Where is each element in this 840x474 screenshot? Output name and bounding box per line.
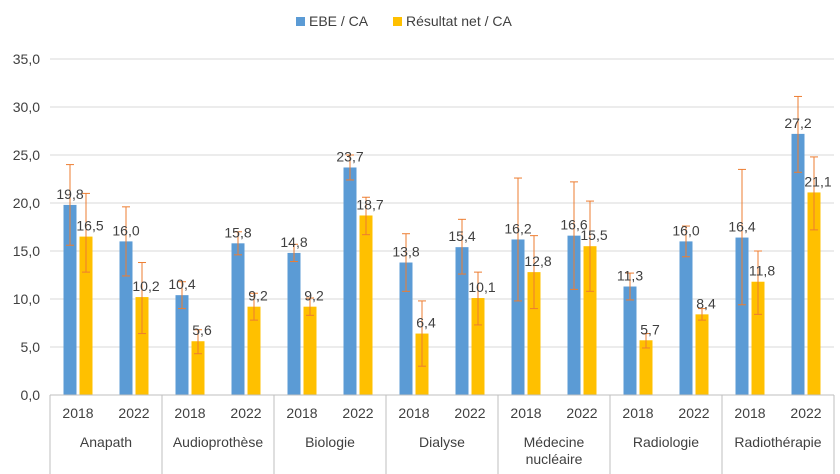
data-label: 9,2	[304, 288, 324, 304]
x-tick-label: 2018	[734, 405, 765, 421]
data-label: 16,2	[504, 220, 531, 236]
bar	[791, 133, 805, 395]
data-label: 11,8	[749, 263, 775, 279]
bar	[455, 247, 469, 395]
legend-label: Résultat net / CA	[406, 13, 512, 29]
category-label: Dialyse	[419, 434, 465, 450]
bar	[639, 340, 653, 395]
y-tick-label: 30,0	[13, 99, 40, 115]
bar	[623, 286, 637, 395]
data-label: 13,8	[392, 244, 419, 260]
data-label: 15,5	[580, 227, 607, 243]
x-tick-label: 2022	[678, 405, 709, 421]
bar	[79, 236, 93, 395]
bar	[751, 281, 765, 395]
data-label: 5,7	[640, 321, 660, 337]
bar	[175, 295, 189, 395]
bar	[135, 297, 149, 395]
data-label: 10,1	[468, 279, 495, 295]
x-tick-label: 2022	[342, 405, 373, 421]
y-axis: 0,0 5,0 10,0 15,0 20,0 25,0 30,0 35,0	[13, 51, 40, 403]
legend-label: EBE / CA	[309, 13, 369, 29]
bar	[807, 192, 821, 395]
legend: EBE / CA Résultat net / CA	[296, 13, 512, 29]
bar	[63, 204, 77, 395]
category-label: Médecine	[524, 434, 585, 450]
bar	[343, 167, 357, 395]
bar	[511, 239, 525, 395]
y-tick-label: 5,0	[21, 339, 41, 355]
data-label: 23,7	[336, 148, 363, 164]
y-tick-label: 10,0	[13, 291, 40, 307]
data-labels: 19,8 16,0 10,4 15,8 14,8 23,7 13,8 15,4 16,2 16,6…	[56, 115, 831, 338]
legend-swatch	[296, 17, 305, 26]
bar	[231, 243, 245, 395]
gridlines	[50, 58, 834, 348]
category-label: Anapath	[80, 434, 132, 450]
data-label: 10,4	[168, 276, 195, 292]
data-label: 16,5	[76, 218, 103, 234]
data-label: 14,8	[280, 234, 307, 250]
x-tick-label: 2018	[174, 405, 205, 421]
bar	[119, 241, 133, 395]
bar	[247, 306, 261, 395]
y-tick-label: 35,0	[13, 51, 40, 67]
x-tick-label: 2018	[622, 405, 653, 421]
bar	[471, 298, 485, 395]
bar	[303, 306, 317, 395]
bar	[527, 272, 541, 395]
data-label: 16,4	[728, 219, 755, 235]
data-label: 12,8	[524, 253, 551, 269]
x-tick-label: 2022	[118, 405, 149, 421]
category-label: Biologie	[305, 434, 355, 450]
y-tick-label: 0,0	[21, 387, 41, 403]
x-tick-label: 2018	[398, 405, 429, 421]
legend-swatch	[393, 17, 402, 26]
bars	[63, 133, 821, 395]
x-tick-label: 2022	[230, 405, 261, 421]
category-label: nucléaire	[526, 451, 583, 467]
data-label: 5,6	[192, 322, 212, 338]
bar	[287, 252, 301, 395]
bar	[583, 246, 597, 395]
data-label: 11,3	[617, 268, 643, 284]
bar	[735, 237, 749, 395]
data-label: 15,8	[224, 224, 251, 240]
data-label: 21,1	[804, 173, 831, 189]
category-label: Radiothérapie	[734, 434, 821, 450]
bar	[399, 262, 413, 395]
data-label: 9,2	[248, 288, 268, 304]
bar	[359, 215, 373, 395]
x-tick-label: 2022	[454, 405, 485, 421]
x-axis: 2018 2022 Anapath 2018 2022 Audioprothèse 2018…	[49, 394, 835, 474]
error-bars	[66, 95, 818, 367]
x-tick-label: 2022	[790, 405, 821, 421]
data-label: 16,0	[112, 222, 139, 238]
x-tick-label: 2022	[566, 405, 597, 421]
data-label: 10,2	[132, 278, 159, 294]
bar	[191, 341, 205, 395]
category-label: Radiologie	[633, 434, 699, 450]
data-label: 27,2	[784, 115, 811, 131]
data-label: 6,4	[416, 315, 436, 331]
x-tick-label: 2018	[286, 405, 317, 421]
data-label: 18,7	[356, 196, 383, 212]
data-label: 16,0	[672, 222, 699, 238]
y-tick-label: 20,0	[13, 195, 40, 211]
x-tick-label: 2018	[510, 405, 541, 421]
y-tick-label: 15,0	[13, 243, 40, 259]
category-label: Audioprothèse	[173, 434, 264, 450]
data-label: 8,4	[696, 295, 716, 311]
data-label: 16,6	[560, 217, 587, 233]
bar	[567, 235, 581, 395]
x-tick-label: 2018	[62, 405, 93, 421]
bar	[679, 241, 693, 395]
bar	[695, 314, 709, 395]
data-label: 15,4	[448, 228, 475, 244]
y-tick-label: 25,0	[13, 147, 40, 163]
data-label: 19,8	[56, 186, 83, 202]
